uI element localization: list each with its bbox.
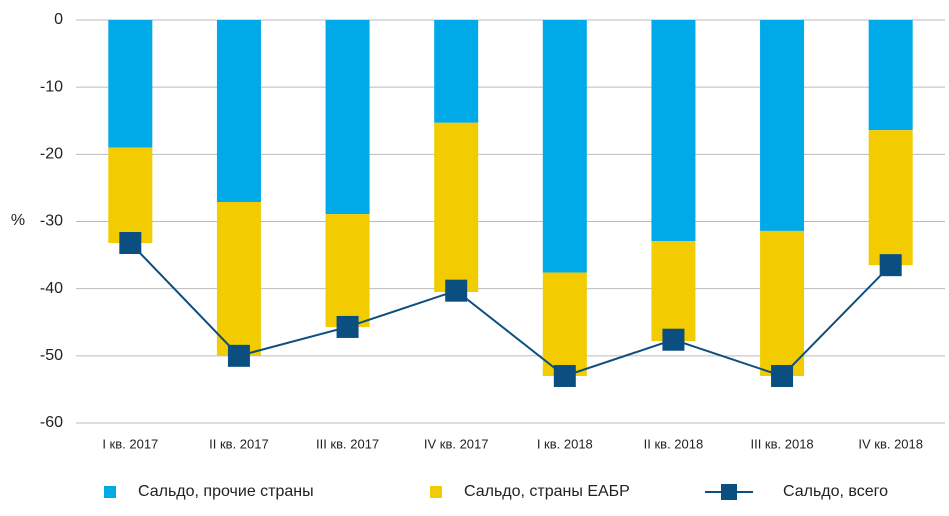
legend-label: Сальдо, страны ЕАБР [464,483,630,500]
line-marker [879,254,902,277]
legend-swatch [430,486,442,498]
bar-segment [651,240,696,342]
y-tick-label: -30 [40,213,63,230]
bar-segment [868,20,913,131]
x-tick-label: II кв. 2018 [644,436,704,451]
line-marker [771,364,794,387]
bar-segment [434,20,479,123]
bar-segment [760,230,805,376]
y-tick-label: -10 [40,78,63,95]
bar-segment [868,130,913,266]
x-tick-label: I кв. 2017 [102,436,158,451]
y-tick-label: 0 [54,11,63,28]
total-line [129,242,892,378]
bar-segment [216,202,261,356]
x-tick-label: IV кв. 2017 [424,436,489,451]
y-tick-label: -40 [40,280,63,297]
legend-swatch [104,486,116,498]
bar-segment [108,20,153,148]
line-marker [553,364,576,387]
y-tick-label: -60 [40,414,63,431]
bar-segment [216,20,261,203]
bar-segment [434,122,479,293]
legend-marker [721,484,737,500]
legend-label: Сальдо, всего [783,483,888,500]
bar-segment [760,20,805,231]
y-axis-label: % [11,212,25,229]
bar-segment [325,214,370,327]
x-tick-label: II кв. 2017 [209,436,269,451]
line-marker [227,344,250,367]
bar-segment [325,20,370,215]
line-marker [662,328,685,351]
x-tick-label: IV кв. 2018 [858,436,923,451]
bar-segment [651,20,696,241]
y-tick-label: -50 [40,347,63,364]
x-tick-label: III кв. 2017 [316,436,379,451]
x-tick-label: III кв. 2018 [750,436,813,451]
bar-segment [108,147,153,243]
y-tick-label: -20 [40,146,63,163]
x-tick-label: I кв. 2018 [537,436,593,451]
line-marker [445,279,468,302]
bar-segment [542,272,587,376]
line-marker [336,315,359,338]
legend-label: Сальдо, прочие страны [138,483,314,500]
bar-segment [542,20,587,273]
line-marker [119,231,142,254]
